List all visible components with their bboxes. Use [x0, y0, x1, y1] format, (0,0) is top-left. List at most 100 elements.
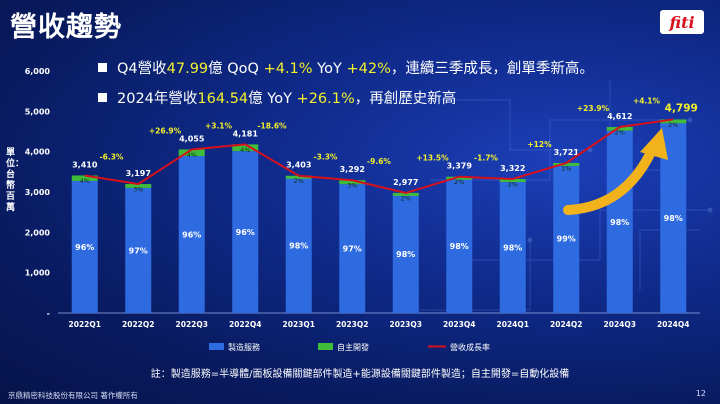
bar-self-dev — [553, 162, 580, 166]
manufacturing-share-label: 98% — [450, 242, 469, 251]
x-tick-label: 2024Q4 — [657, 320, 689, 329]
legend-swatch-manufacturing — [209, 343, 224, 350]
company-logo: fiti — [660, 10, 704, 34]
total-label: 3,379 — [447, 162, 473, 171]
x-tick-label: 2022Q4 — [229, 320, 261, 329]
bullet-highlight: 47.99 — [166, 61, 209, 77]
manufacturing-share-label: 98% — [503, 243, 522, 252]
y-tick-label: 2,000 — [25, 228, 51, 237]
bullet-2024: 2024年營收164.54億 YoY +26.1%，再創歷史新高 — [98, 87, 456, 108]
bar-manufacturing — [553, 164, 580, 313]
bar-manufacturing — [499, 181, 526, 313]
total-label: 4,055 — [179, 134, 205, 143]
bullet-square-icon — [98, 63, 107, 72]
legend-label: 製造服務 — [228, 342, 260, 352]
manufacturing-share-label: 98% — [396, 250, 415, 259]
manufacturing-share-label: 99% — [557, 235, 576, 244]
x-tick-label: 2024Q3 — [604, 320, 636, 329]
self-dev-share-label: 1% — [561, 164, 571, 172]
growth-label: -9.6% — [367, 157, 391, 166]
trend-arrowhead-icon — [640, 128, 668, 160]
bar-self-dev — [178, 149, 205, 156]
page-number: 12 — [695, 389, 706, 398]
total-label: 4,799 — [665, 102, 698, 114]
bar-self-dev — [232, 144, 259, 152]
bullet-square-icon — [98, 93, 107, 102]
bar-manufacturing — [392, 195, 419, 313]
self-dev-share-label: 4% — [80, 177, 90, 185]
bullet-text: YoY — [312, 61, 347, 77]
manufacturing-share-label: 97% — [343, 245, 362, 254]
growth-label: -1.7% — [474, 154, 498, 163]
bar-self-dev — [446, 176, 473, 180]
self-dev-share-label: 4% — [240, 146, 250, 154]
manufacturing-share-label: 96% — [75, 243, 94, 252]
bar-manufacturing — [125, 187, 152, 313]
self-dev-share-label: 2% — [401, 194, 411, 202]
total-label: 3,410 — [72, 160, 98, 169]
manufacturing-share-label: 96% — [236, 228, 255, 237]
bullet-highlight: 164.54 — [197, 91, 249, 107]
bullet-text: 億 YoY — [248, 91, 297, 107]
growth-label: +4.1% — [633, 96, 661, 105]
self-dev-share-label: 2% — [454, 178, 464, 186]
bullet-q4: Q4營收47.99億 QoQ +4.1% YoY +42%，連續三季成長，創單季… — [98, 57, 594, 78]
y-tick-label: 1,000 — [25, 269, 51, 278]
footnote: 註：製造服務=半導體/面板設備關鍵部件製造+能源設備關鍵部件製造；自主開發=自動… — [150, 369, 570, 380]
manufacturing-share-label: 97% — [129, 246, 148, 255]
legend-label: 營收成長率 — [450, 342, 490, 352]
growth-line — [84, 118, 674, 194]
bar-self-dev — [392, 192, 419, 196]
legend-label: 自主開發 — [337, 342, 369, 352]
x-tick-label: 2022Q2 — [122, 320, 154, 329]
self-dev-share-label: 3% — [133, 186, 143, 194]
bar-manufacturing — [606, 130, 633, 313]
bar-manufacturing — [285, 178, 312, 313]
bar-manufacturing — [339, 184, 366, 313]
y-axis-label: 單位：台幣百萬 — [6, 148, 25, 213]
legend-swatch-self-dev — [318, 343, 333, 350]
total-label: 3,197 — [126, 169, 151, 178]
y-tick-label: 6,000 — [25, 67, 51, 76]
bar-manufacturing — [178, 155, 205, 313]
total-label: 2,977 — [393, 178, 418, 187]
bar-self-dev — [71, 175, 98, 181]
manufacturing-share-label: 98% — [289, 242, 308, 251]
bar-manufacturing — [71, 180, 98, 313]
total-label: 3,292 — [340, 165, 365, 174]
x-tick-label: 2022Q3 — [176, 320, 208, 329]
growth-label: +3.1% — [205, 121, 233, 130]
growth-label: +12% — [527, 140, 552, 149]
bullet-highlight: +42% — [346, 61, 391, 77]
manufacturing-share-label: 98% — [664, 214, 683, 223]
y-tick-label: 3,000 — [25, 188, 51, 197]
bullet-text: Q4營收 — [117, 61, 167, 77]
total-label: 4,181 — [233, 129, 259, 138]
self-dev-share-label: 2% — [668, 121, 678, 129]
growth-label: +23.9% — [577, 104, 610, 113]
manufacturing-share-label: 96% — [182, 230, 201, 239]
bullet-text: ，再創歷史新高 — [354, 91, 457, 107]
bar-self-dev — [125, 184, 152, 188]
bullet-text: 2024年營收 — [117, 91, 198, 107]
self-dev-share-label: 2% — [508, 181, 518, 189]
bar-self-dev — [339, 180, 366, 185]
bullet-highlight: +26.1% — [296, 91, 355, 107]
x-tick-label: 2023Q2 — [336, 320, 368, 329]
bullet-text: ，連續三季成長，創單季新高。 — [390, 61, 594, 77]
trend-arrow-icon — [563, 145, 657, 215]
x-tick-label: 2023Q3 — [390, 320, 422, 329]
self-dev-share-label: 4% — [187, 151, 197, 159]
copyright: 京鼎精密科技股份有限公司 著作權所有 — [8, 391, 138, 400]
growth-label: +26.9% — [149, 126, 182, 135]
total-label: 4,612 — [607, 112, 632, 121]
y-tick-label: - — [47, 309, 50, 318]
manufacturing-share-label: 98% — [610, 218, 629, 227]
x-tick-label: 2023Q4 — [443, 320, 475, 329]
y-tick-label: 4,000 — [25, 148, 51, 157]
bar-self-dev — [499, 179, 526, 183]
x-tick-label: 2024Q2 — [550, 320, 582, 329]
bullet-text: 億 QoQ — [208, 61, 264, 77]
growth-label: -6.3% — [100, 152, 124, 161]
growth-label: -3.3% — [314, 153, 338, 162]
